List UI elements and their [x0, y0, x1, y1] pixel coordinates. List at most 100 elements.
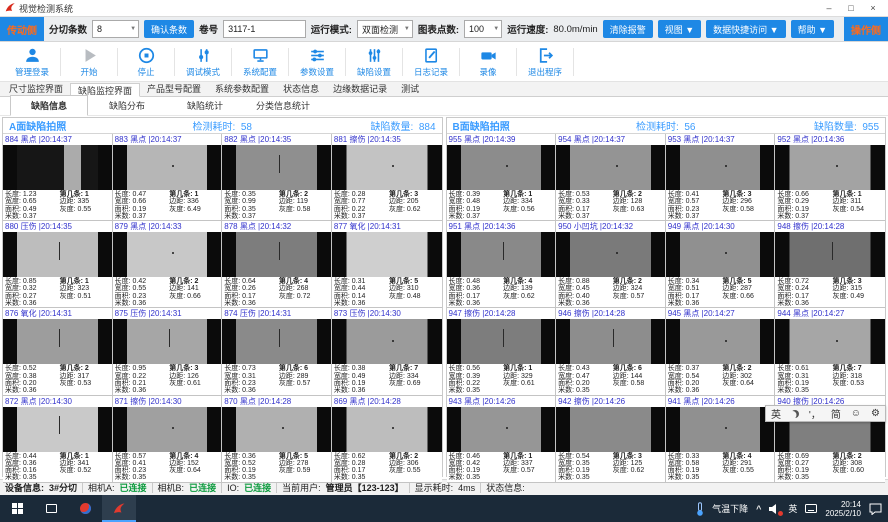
defect-image[interactable]: [665, 319, 775, 365]
subtab-defect-statistics[interactable]: 缺陷统计: [186, 101, 223, 111]
emoji-icon[interactable]: ☺: [850, 408, 861, 419]
defect-cell[interactable]: 942 擦伤 |20:14:26 长度: 0.54 宽度: 0.35 面积: 0…: [556, 395, 666, 483]
defect-image[interactable]: [112, 145, 222, 190]
tab-edge-data-record[interactable]: 边缘数据记录: [333, 84, 388, 94]
tab-status-info[interactable]: 状态信息: [283, 84, 320, 94]
start-run-button[interactable]: 开始: [61, 42, 117, 81]
defect-cell[interactable]: 952 黑点 |20:14:36 长度: 0.66 宽度: 0.29 面积: 0…: [775, 134, 885, 222]
defect-cell[interactable]: 884 黑点 |20:14:37 长度: 1.23 宽度: 0.65 面积: 0…: [3, 134, 113, 222]
defect-image[interactable]: [3, 406, 112, 452]
defect-image[interactable]: [112, 232, 222, 278]
defect-cell[interactable]: 881 擦伤 |20:14:35 长度: 0.28 宽度: 0.77 面积: 0…: [331, 134, 442, 222]
data-quick-access-button[interactable]: 数据快捷访问 ▼: [706, 20, 786, 38]
admin-login-button[interactable]: 管理登录: [4, 42, 60, 81]
volume-icon[interactable]: [769, 503, 784, 516]
defect-cell[interactable]: 955 黑点 |20:14:39 长度: 0.39 宽度: 0.48 面积: 0…: [446, 134, 557, 222]
defect-cell[interactable]: 873 压伤 |20:14:30 长度: 0.38 宽度: 0.49 面积: 0…: [331, 308, 442, 396]
defect-cell[interactable]: 954 黑点 |20:14:37 长度: 0.53 宽度: 0.33 面积: 0…: [556, 134, 666, 222]
defect-image[interactable]: [3, 232, 112, 278]
defect-cell[interactable]: 871 擦伤 |20:14:30 长度: 0.57 宽度: 0.41 面积: 0…: [112, 395, 223, 483]
minimize-button[interactable]: –: [826, 3, 832, 13]
confirm-count-button[interactable]: 确认条数: [144, 20, 195, 38]
exit-program-button[interactable]: 退出程序: [517, 42, 573, 81]
defect-image[interactable]: [222, 406, 331, 452]
defect-image[interactable]: [775, 232, 885, 278]
help-menu-button[interactable]: 帮助 ▼: [790, 20, 834, 38]
defect-image[interactable]: [112, 319, 222, 365]
defect-image[interactable]: [446, 319, 556, 365]
hidden-icons-chevron[interactable]: ^: [756, 503, 762, 514]
defect-image[interactable]: [665, 232, 775, 278]
log-record-button[interactable]: 日志记录: [403, 42, 459, 81]
defect-cell[interactable]: 883 黑点 |20:14:37 长度: 0.47 宽度: 0.66 面积: 0…: [112, 134, 223, 222]
video-record-button[interactable]: 录像: [460, 42, 516, 81]
defect-cell[interactable]: 872 黑点 |20:14:30 长度: 0.44 宽度: 0.36 面积: 0…: [3, 395, 113, 483]
tab-test[interactable]: 测试: [401, 84, 420, 94]
ime-simplified-toggle[interactable]: 简: [830, 410, 841, 421]
defect-cell[interactable]: 946 擦伤 |20:14:28 长度: 0.43 宽度: 0.47 面积: 0…: [556, 308, 666, 396]
defect-image[interactable]: [665, 406, 775, 452]
ime-punctuation-toggle[interactable]: '，: [808, 410, 821, 421]
action-center-icon[interactable]: [869, 503, 882, 515]
run-mode-select[interactable]: 双面检测 ▼: [356, 20, 413, 38]
defect-cell[interactable]: 876 氧化 |20:14:31 长度: 0.52 宽度: 0.38 面积: 0…: [3, 308, 113, 396]
keyboard-icon[interactable]: [805, 504, 818, 513]
defect-image[interactable]: [222, 232, 331, 278]
defect-image[interactable]: [222, 319, 331, 365]
maximize-button[interactable]: □: [848, 3, 854, 13]
subtab-defect-info[interactable]: 缺陷信息: [10, 95, 88, 116]
taskbar-active-app-button[interactable]: [102, 495, 136, 522]
chart-points-select[interactable]: 100 ▼: [464, 20, 503, 38]
defect-cell[interactable]: 953 黑点 |20:14:37 长度: 0.41 宽度: 0.57 面积: 0…: [665, 134, 776, 222]
defect-cell[interactable]: 880 压伤 |20:14:35 长度: 0.85 宽度: 0.32 面积: 0…: [3, 221, 113, 309]
debug-mode-button[interactable]: 调试模式: [175, 42, 231, 81]
defect-cell[interactable]: 879 黑点 |20:14:33 长度: 0.42 宽度: 0.55 面积: 0…: [112, 221, 223, 309]
defect-cell[interactable]: 878 黑点 |20:14:32 长度: 0.64 宽度: 0.26 面积: 0…: [222, 221, 332, 309]
defect-image[interactable]: [446, 232, 556, 278]
tab-product-model-config[interactable]: 产品型号配置: [147, 84, 202, 94]
defect-cell[interactable]: 949 黑点 |20:14:30 长度: 0.34 宽度: 0.51 面积: 0…: [665, 221, 776, 309]
task-view-button[interactable]: [34, 495, 68, 522]
defect-cell[interactable]: 875 压伤 |20:14:31 长度: 0.95 宽度: 0.22 面积: 0…: [112, 308, 223, 396]
defect-cell[interactable]: 877 氧化 |20:14:31 长度: 0.31 宽度: 0.44 面积: 0…: [331, 221, 442, 309]
defect-image[interactable]: [3, 319, 112, 365]
defect-image[interactable]: [112, 406, 222, 452]
defect-image[interactable]: [446, 145, 556, 190]
defect-image[interactable]: [556, 232, 665, 278]
subtab-class-info-statistics[interactable]: 分类信息统计: [255, 101, 310, 111]
defect-cell[interactable]: 870 黑点 |20:14:28 长度: 0.36 宽度: 0.52 面积: 0…: [222, 395, 332, 483]
moon-icon[interactable]: [791, 410, 799, 418]
start-button[interactable]: [0, 495, 34, 522]
close-button[interactable]: ×: [870, 3, 876, 13]
tab-defect-monitor[interactable]: 缺陷监控界面: [70, 83, 141, 97]
defect-cell[interactable]: 941 黑点 |20:14:26 长度: 0.33 宽度: 0.58 面积: 0…: [665, 395, 776, 483]
taskbar-app-button[interactable]: [68, 495, 102, 522]
tab-size-monitor[interactable]: 尺寸监控界面: [9, 84, 64, 94]
defect-image[interactable]: [775, 145, 885, 190]
defect-cell[interactable]: 951 黑点 |20:14:36 长度: 0.48 宽度: 0.36 面积: 0…: [446, 221, 557, 309]
defect-image[interactable]: [331, 406, 442, 452]
parameter-settings-button[interactable]: 参数设置: [289, 42, 345, 81]
defect-settings-button[interactable]: 缺陷设置: [346, 42, 402, 81]
tab-system-param-config[interactable]: 系统参数配置: [215, 84, 270, 94]
stop-run-button[interactable]: 停止: [118, 42, 174, 81]
defect-image[interactable]: [331, 319, 442, 365]
defect-image[interactable]: [556, 145, 665, 190]
defect-image[interactable]: [775, 319, 885, 365]
defect-image[interactable]: [446, 406, 556, 452]
clear-alarm-button[interactable]: 清除报警: [602, 20, 653, 38]
defect-cell[interactable]: 947 擦伤 |20:14:28 长度: 0.56 宽度: 0.39 面积: 0…: [446, 308, 557, 396]
defect-cell[interactable]: 869 黑点 |20:14:28 长度: 0.62 宽度: 0.28 面积: 0…: [331, 395, 442, 483]
defect-image[interactable]: [331, 232, 442, 278]
thermometer-icon[interactable]: [696, 501, 704, 516]
weather-text[interactable]: 气温下降: [712, 504, 749, 514]
view-menu-button[interactable]: 视图 ▼: [657, 20, 702, 38]
defect-image[interactable]: [556, 406, 665, 452]
roll-number-input[interactable]: 3117-1: [223, 20, 306, 38]
ime-language-indicator[interactable]: 英: [788, 504, 798, 514]
defect-image[interactable]: [665, 145, 775, 190]
gear-icon[interactable]: ⚙: [870, 408, 880, 419]
taskbar-clock[interactable]: 20:14 2025/2/10: [825, 500, 861, 518]
defect-cell[interactable]: 874 压伤 |20:14:31 长度: 0.73 宽度: 0.31 面积: 0…: [222, 308, 332, 396]
subtab-defect-distribution[interactable]: 缺陷分布: [108, 101, 145, 111]
